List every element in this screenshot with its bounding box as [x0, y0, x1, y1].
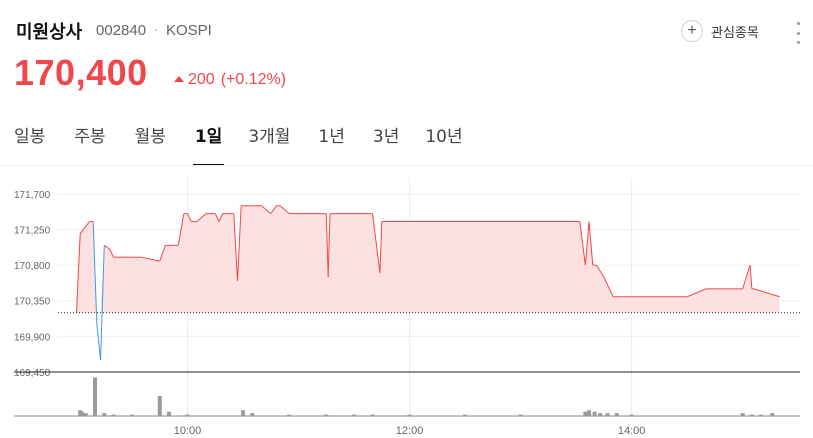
x-tick-label: 12:00: [396, 425, 424, 437]
price-line-segment: [596, 264, 605, 278]
price-line-segment: [103, 244, 111, 250]
volume-bar: [370, 414, 375, 416]
stock-name: 미원상사: [16, 22, 83, 43]
tab-3years[interactable]: 3년: [372, 127, 400, 147]
volume-bar: [130, 414, 135, 416]
volume-bar: [287, 414, 292, 416]
price-line-segment: [196, 213, 207, 222]
x-tick-label: 14:00: [618, 425, 646, 437]
price-line-segment: [92, 221, 98, 325]
volume-bar: [587, 410, 592, 416]
volume-bar: [241, 410, 246, 416]
tab-10years[interactable]: 10년: [425, 127, 463, 147]
price-line-segment: [603, 276, 614, 297]
tab-weekly[interactable]: 주봉: [74, 127, 106, 147]
add-favorite-button[interactable]: + 관심종목: [681, 20, 759, 42]
volume-bar: [583, 411, 588, 416]
volume-bar: [518, 414, 523, 416]
price-line-segment: [753, 288, 780, 298]
price-line-segment: [327, 213, 331, 277]
tab-3months[interactable]: 3개월: [248, 127, 291, 147]
volume-bar: [83, 413, 88, 416]
price-line-segment: [100, 245, 105, 361]
price-line-segment: [96, 324, 102, 361]
volume-bar: [80, 411, 85, 416]
price-area: [76, 205, 780, 313]
price-line-segment: [379, 221, 383, 274]
volume-bar: [614, 413, 619, 416]
change-percent: (+0.12%): [220, 71, 287, 88]
up-triangle-icon: [174, 76, 184, 82]
volume-bar: [324, 414, 329, 416]
volume-bar: [407, 414, 412, 416]
price-line-segment: [372, 213, 381, 274]
price-line-segment: [177, 213, 185, 246]
plus-icon: +: [681, 20, 703, 42]
price-line-segment: [325, 213, 329, 277]
volume-bar: [598, 413, 603, 416]
price-line-segment: [159, 245, 166, 262]
price-line-segment: [236, 205, 242, 281]
x-tick-label: 10:00: [174, 425, 202, 437]
price-line-segment: [749, 265, 753, 289]
y-tick-label: 171,700: [14, 190, 51, 201]
volume-bar: [749, 414, 754, 416]
volume-bar: [250, 413, 255, 416]
y-tick-label: 171,250: [14, 225, 51, 236]
price-line-segment: [233, 213, 238, 281]
period-tabs: 일봉 주봉 월봉 1일 3개월 1년 3년 10년: [14, 122, 463, 166]
price-line-segment: [218, 213, 224, 222]
price-line-segment: [187, 213, 192, 222]
price-line-segment: [261, 205, 272, 215]
price-change: 200 (+0.12%): [174, 71, 286, 89]
volume-bar: [352, 414, 357, 416]
volume-bar: [629, 414, 634, 416]
volume-bar: [93, 377, 98, 416]
separator-dot: ·: [154, 21, 159, 37]
volume-bar: [740, 413, 745, 416]
volume-bar: [111, 414, 116, 416]
volume-bar: [157, 396, 162, 416]
volume-bar: [463, 414, 468, 416]
price-line-segment: [79, 221, 90, 234]
volume-bar: [770, 413, 775, 416]
market-name: KOSPI: [166, 22, 212, 39]
volume-bar: [592, 411, 597, 416]
volume-bar: [605, 413, 610, 416]
volume-bar: [185, 414, 190, 416]
tab-daily[interactable]: 일봉: [14, 127, 46, 147]
price-line-segment: [141, 256, 160, 262]
price-line-segment: [270, 205, 277, 214]
price-line-segment: [742, 264, 751, 290]
change-amount: 200: [188, 71, 215, 88]
price-line-segment: [579, 221, 586, 266]
volume-bar: [759, 414, 764, 416]
stock-header: 미원상사 002840 · KOSPI: [16, 18, 813, 46]
more-vertical-icon[interactable]: [793, 22, 803, 44]
tabs-divider: [0, 165, 813, 166]
tab-monthly[interactable]: 월봉: [134, 127, 166, 147]
current-price: 170,400: [14, 52, 148, 93]
volume-bar: [167, 411, 172, 416]
price-line-segment: [109, 249, 114, 258]
y-tick-label: 170,350: [14, 297, 51, 308]
volume-bar: [102, 413, 107, 416]
y-tick-label: 169,900: [14, 332, 51, 343]
price-line-segment: [584, 221, 590, 266]
price-line-segment: [588, 221, 594, 266]
price-line-segment: [76, 233, 81, 313]
favorite-label: 관심종목: [711, 25, 759, 41]
stock-code: 002840: [96, 22, 147, 39]
price-line-segment: [686, 288, 706, 298]
y-tick-label: 170,800: [14, 261, 51, 272]
price-line-segment: [214, 213, 220, 222]
tab-1year[interactable]: 1년: [318, 127, 345, 147]
y-tick-label: 169,450: [14, 368, 51, 379]
price-line-segment: [279, 205, 290, 215]
